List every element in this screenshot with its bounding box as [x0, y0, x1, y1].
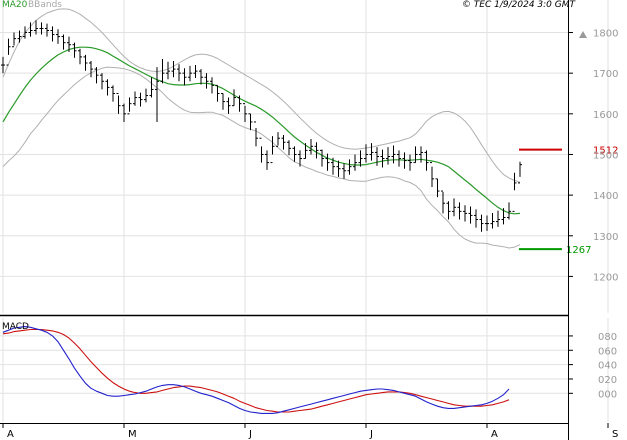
bollinger-bands: [2, 8, 521, 249]
grid: [0, 0, 609, 422]
support-level-label: 1267: [566, 245, 591, 256]
price-y-tick-label: 1500: [593, 150, 618, 161]
macd-main-line: [2, 326, 510, 414]
macd-y-tick-label: 000: [598, 389, 617, 400]
price-y-tick-label: 1200: [593, 272, 618, 283]
ma20-legend: MA20: [2, 0, 28, 10]
macd-y-tick-label: 020: [598, 375, 617, 386]
price-y-tick-label: 1700: [593, 69, 618, 80]
price-levels: 1512 1267: [519, 146, 618, 256]
source-timestamp: © TEC 1/9/2024 3:0 GMT: [461, 0, 575, 10]
x-tick-label: A: [7, 429, 14, 440]
macd-y-tick-label: 060: [598, 346, 617, 357]
x-tick-label: A: [491, 429, 498, 440]
x-tick-label: J: [369, 429, 373, 440]
price-bars: [1, 20, 522, 232]
ma20-series-line: [2, 46, 521, 215]
x-tick-label: M: [128, 429, 137, 440]
ma20-line: [2, 46, 521, 215]
macd-y-tick-label: 080: [598, 332, 617, 343]
resistance-level-label: 1512: [593, 146, 618, 157]
price-y-tick-label: 1300: [593, 232, 618, 243]
macd-panel-title: MACD: [2, 322, 29, 332]
price-y-tick-label: 1600: [593, 110, 618, 121]
scroll-up-icon: [579, 31, 587, 38]
x-tick-label: J: [248, 429, 252, 440]
macd-signal-line: [2, 328, 510, 413]
bbands-lower-line: [2, 66, 521, 249]
macd-lines: [2, 326, 510, 414]
x-tick-label: S: [612, 429, 618, 440]
price-y-tick-label: 1400: [593, 191, 618, 202]
price-y-tick-label: 1800: [593, 29, 618, 40]
bbands-legend: BBands: [28, 0, 62, 10]
macd-y-tick-label: 040: [598, 361, 617, 372]
bbands-upper-line: [2, 8, 521, 183]
